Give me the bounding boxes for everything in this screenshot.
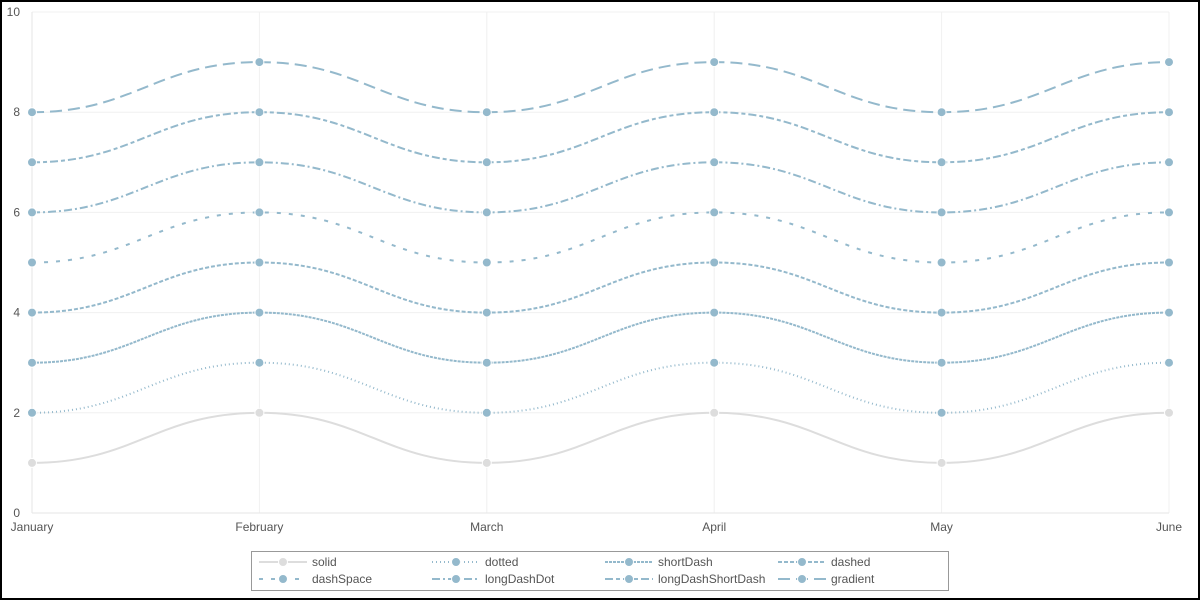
legend-item-longDashDot[interactable]: longDashDot	[432, 572, 555, 586]
data-point[interactable]	[709, 357, 720, 368]
data-point[interactable]	[709, 207, 720, 218]
y-tick-label: 4	[13, 306, 20, 320]
data-point[interactable]	[27, 157, 37, 168]
data-point[interactable]	[481, 107, 492, 118]
data-point[interactable]	[254, 57, 265, 68]
y-tick-label: 10	[7, 5, 21, 19]
y-tick-label: 8	[13, 105, 20, 119]
series-line-dotted	[31, 361, 1170, 414]
data-point[interactable]	[481, 157, 492, 168]
legend-label: gradient	[831, 572, 875, 586]
legend-marker	[797, 574, 807, 584]
x-tick-label: May	[930, 520, 953, 534]
data-point[interactable]	[481, 457, 492, 468]
x-tick-label: January	[11, 520, 54, 534]
legend-label: dashSpace	[312, 572, 372, 586]
data-point[interactable]	[254, 307, 265, 318]
data-point[interactable]	[1164, 207, 1174, 218]
data-point[interactable]	[709, 257, 720, 268]
data-point[interactable]	[1164, 407, 1174, 418]
legend-item-gradient[interactable]: gradient	[778, 572, 875, 586]
legend-item-shortDash[interactable]: shortDash	[605, 555, 713, 569]
data-point[interactable]	[27, 257, 37, 268]
series-line-longDashShortDash	[31, 111, 1170, 164]
data-point[interactable]	[936, 207, 947, 218]
series-lines	[27, 57, 1174, 468]
legend-marker	[451, 574, 461, 584]
data-point[interactable]	[481, 407, 492, 418]
data-point[interactable]	[936, 407, 947, 418]
data-point[interactable]	[709, 407, 720, 418]
data-point[interactable]	[27, 307, 37, 318]
data-point[interactable]	[1164, 307, 1174, 318]
data-point[interactable]	[254, 257, 265, 268]
legend-item-dashed[interactable]: dashed	[778, 555, 870, 569]
series-line-dashSpace	[31, 211, 1170, 264]
legend-item-solid[interactable]: solid	[259, 555, 337, 569]
data-point[interactable]	[936, 307, 947, 318]
legend: solid dotted shortDash dashed dashSpace longD…	[251, 551, 949, 591]
data-point[interactable]	[27, 207, 37, 218]
data-point[interactable]	[936, 107, 947, 118]
x-tick-label: April	[702, 520, 726, 534]
data-point[interactable]	[709, 57, 720, 68]
series-line-shortDash	[31, 311, 1170, 364]
legend-item-dotted[interactable]: dotted	[432, 555, 518, 569]
legend-marker	[624, 574, 634, 584]
legend-label: longDashDot	[485, 572, 555, 586]
data-point[interactable]	[254, 107, 265, 118]
legend-marker	[797, 557, 807, 567]
data-point[interactable]	[27, 457, 37, 468]
legend-item-dashSpace[interactable]: dashSpace	[259, 572, 372, 586]
data-point[interactable]	[1164, 57, 1174, 68]
x-tick-label: March	[470, 520, 503, 534]
data-point[interactable]	[254, 357, 265, 368]
data-point[interactable]	[709, 107, 720, 118]
data-point[interactable]	[936, 357, 947, 368]
x-tick-label: February	[235, 520, 283, 534]
y-tick-label: 6	[13, 205, 20, 219]
data-point[interactable]	[481, 257, 492, 268]
data-point[interactable]	[1164, 357, 1174, 368]
data-point[interactable]	[709, 157, 720, 168]
series-line-solid	[31, 411, 1170, 464]
series-line-dashed	[31, 261, 1170, 314]
legend-marker	[624, 557, 634, 567]
data-point[interactable]	[481, 357, 492, 368]
y-tick-label: 2	[13, 406, 20, 420]
legend-item-longDashShortDash[interactable]: longDashShortDash	[605, 572, 765, 586]
data-point[interactable]	[936, 257, 947, 268]
data-point[interactable]	[254, 157, 265, 168]
legend-label: shortDash	[658, 555, 713, 569]
series-line-longDashDot	[31, 161, 1170, 214]
data-point[interactable]	[1164, 157, 1174, 168]
data-point[interactable]	[936, 157, 947, 168]
data-point[interactable]	[254, 207, 265, 218]
data-point[interactable]	[254, 407, 265, 418]
legend-marker	[278, 574, 288, 584]
legend-marker	[451, 557, 461, 567]
data-point[interactable]	[27, 357, 37, 368]
legend-marker	[278, 557, 288, 567]
legend-label: dotted	[485, 555, 518, 569]
x-tick-label: June	[1156, 520, 1182, 534]
data-point[interactable]	[1164, 107, 1174, 118]
series-line-gradient	[31, 61, 1170, 114]
legend-box	[251, 551, 949, 591]
legend-label: longDashShortDash	[658, 572, 765, 586]
legend-label: dashed	[831, 555, 870, 569]
data-point[interactable]	[1164, 257, 1174, 268]
data-point[interactable]	[27, 407, 37, 418]
data-point[interactable]	[27, 107, 37, 118]
y-tick-label: 0	[13, 506, 20, 520]
legend-label: solid	[312, 555, 337, 569]
data-point[interactable]	[709, 307, 720, 318]
data-point[interactable]	[481, 207, 492, 218]
data-point[interactable]	[936, 457, 947, 468]
data-point[interactable]	[481, 307, 492, 318]
